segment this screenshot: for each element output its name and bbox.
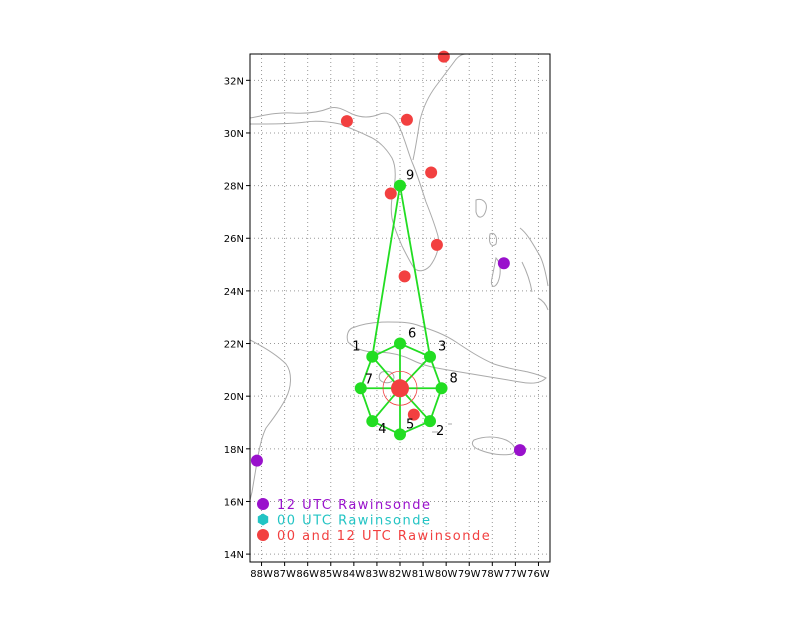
grid-point-label: 7 bbox=[365, 372, 373, 387]
y-tick-label: 30N bbox=[224, 129, 244, 140]
y-tick-label: 16N bbox=[224, 497, 244, 508]
x-tick-label: 76W bbox=[527, 569, 550, 580]
grid-point-label: 9 bbox=[406, 169, 414, 184]
rawinsonde-00-12utc-marker bbox=[400, 113, 413, 126]
y-tick-label: 26N bbox=[224, 234, 244, 245]
lat-lon-gridlines bbox=[250, 54, 550, 562]
grid-point-4 bbox=[366, 415, 379, 428]
y-tick-label: 32N bbox=[224, 76, 244, 87]
longitude-ticks: 88W 87W 86W 85W 84W 83W 82W 81W 80W 79W 78W 77W 76W bbox=[250, 562, 550, 580]
y-tick-label: 28N bbox=[224, 182, 244, 193]
grid-link bbox=[399, 185, 431, 357]
grid-point-6 bbox=[394, 337, 406, 350]
latitude-ticks: 14N 16N 18N 20N 22N 24N 26N 28N 30N 32N bbox=[224, 76, 250, 561]
rawinsonde-00-12utc-marker bbox=[398, 270, 411, 283]
y-tick-label: 22N bbox=[224, 340, 244, 351]
y-tick-label: 18N bbox=[224, 445, 244, 456]
grid-point-label: 8 bbox=[450, 371, 458, 386]
y-tick-label: 20N bbox=[224, 392, 244, 403]
cuba-coastline bbox=[346, 321, 547, 384]
rawinsonde-00-12utc-marker bbox=[407, 408, 420, 421]
grid-point-label: 2 bbox=[436, 424, 444, 439]
legend-marker bbox=[257, 498, 269, 510]
legend-marker bbox=[257, 529, 269, 541]
legend-label: 12 UTC Rawinsonde bbox=[277, 498, 432, 513]
x-tick-label: 85W bbox=[319, 569, 342, 580]
grid-point-8 bbox=[435, 382, 448, 395]
grid-point-label: 3 bbox=[438, 340, 446, 355]
grid-point-label: 4 bbox=[378, 422, 386, 437]
bahamas-coastline bbox=[475, 199, 549, 311]
grid-point-2 bbox=[424, 415, 436, 428]
grid-point-label: 6 bbox=[408, 327, 416, 342]
jamaica-coastline bbox=[471, 436, 516, 456]
rawinsonde-00-12utc-marker bbox=[430, 238, 443, 251]
x-tick-label: 77W bbox=[504, 569, 527, 580]
rawinsonde-00-12utc-marker bbox=[340, 115, 353, 128]
storm-center-marker bbox=[391, 379, 409, 398]
rawinsonde-markers bbox=[250, 50, 526, 467]
grid-link bbox=[371, 185, 401, 357]
isla-juventud-coastline bbox=[378, 370, 395, 384]
grid-point-7 bbox=[354, 382, 367, 395]
coastlines bbox=[250, 54, 549, 501]
grid-point-label: 1 bbox=[352, 340, 360, 355]
center-ring bbox=[382, 370, 418, 406]
y-tick-label: 14N bbox=[224, 550, 244, 561]
grid-point-9 bbox=[394, 179, 406, 192]
x-tick-label: 78W bbox=[481, 569, 504, 580]
x-tick-label: 87W bbox=[273, 569, 296, 580]
x-tick-label: 80W bbox=[435, 569, 458, 580]
x-tick-label: 81W bbox=[412, 569, 435, 580]
x-tick-label: 82W bbox=[389, 569, 412, 580]
grid-point-1 bbox=[366, 350, 379, 363]
legend-marker bbox=[257, 513, 269, 526]
us-coastline bbox=[250, 54, 467, 272]
x-tick-label: 79W bbox=[458, 569, 481, 580]
rawinsonde-00-12utc-marker bbox=[425, 166, 438, 179]
x-tick-label: 88W bbox=[250, 569, 273, 580]
legend-label: 00 UTC Rawinsonde bbox=[277, 514, 432, 529]
grid-point-3 bbox=[424, 350, 436, 363]
rawinsonde-12utc-marker bbox=[250, 454, 263, 467]
grid-point-markers: 1 2 3 4 5 6 7 8 9 bbox=[352, 169, 458, 441]
y-tick-label: 24N bbox=[224, 287, 244, 298]
cayman-coastline bbox=[432, 423, 452, 433]
x-tick-label: 83W bbox=[366, 569, 389, 580]
rawinsonde-12utc-marker bbox=[497, 257, 510, 270]
storm-center-dot bbox=[391, 379, 409, 398]
mexico-coastline bbox=[250, 339, 291, 501]
legend-label: 00 and 12 UTC Rawinsonde bbox=[277, 529, 491, 544]
x-tick-label: 86W bbox=[296, 569, 319, 580]
rawinsonde-00-12utc-marker bbox=[437, 50, 450, 63]
storm-center-ring bbox=[382, 370, 418, 406]
grid-point-5 bbox=[394, 428, 406, 441]
rawinsonde-00-12utc-marker bbox=[384, 187, 397, 200]
x-tick-label: 84W bbox=[343, 569, 366, 580]
rawinsonde-12utc-marker bbox=[514, 444, 526, 457]
grid-point-label: 5 bbox=[406, 417, 414, 432]
